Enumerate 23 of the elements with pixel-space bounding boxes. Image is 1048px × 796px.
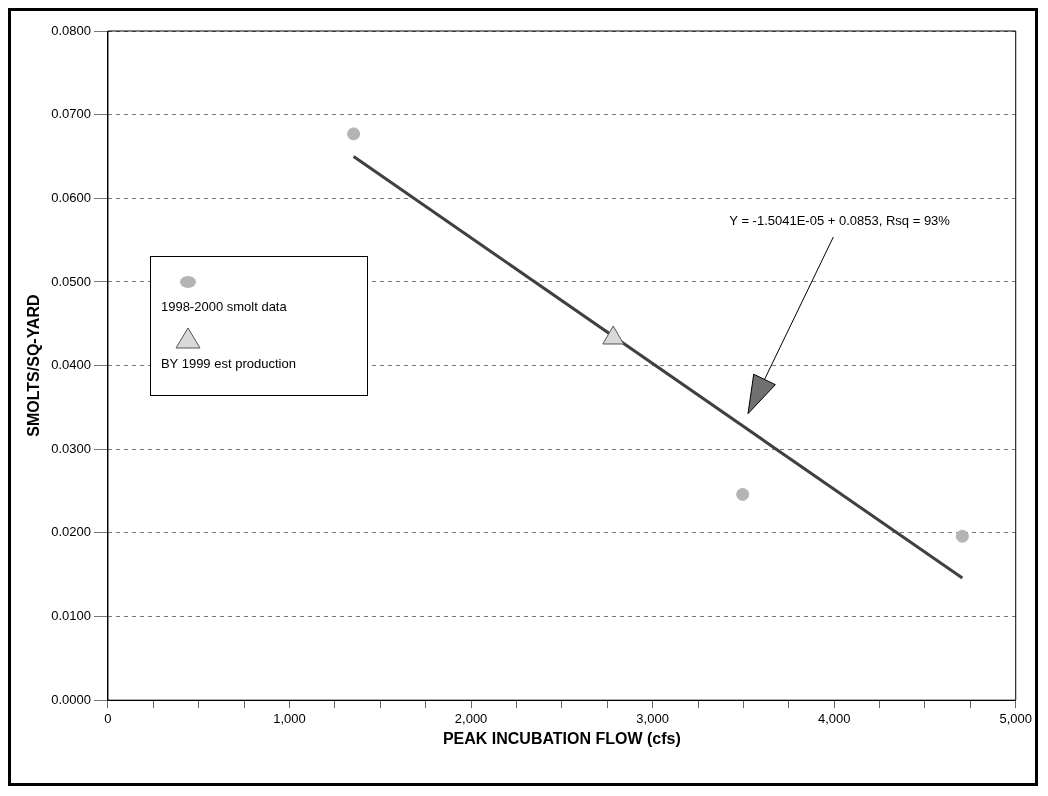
legend-label: BY 1999 est production bbox=[160, 356, 297, 371]
x-tick-label: 5,000 bbox=[999, 710, 1033, 726]
x-axis-title: PEAK INCUBATION FLOW (cfs) bbox=[442, 729, 681, 747]
y-tick-label: 0.0500 bbox=[51, 273, 91, 289]
point bbox=[736, 487, 750, 501]
y-axis-title: SMOLTS/SQ-YARD bbox=[25, 294, 43, 437]
x-tick-label: 3,000 bbox=[636, 710, 669, 726]
y-tick-label: 0.0800 bbox=[51, 22, 91, 38]
point bbox=[955, 529, 969, 543]
x-tick-label: 2,000 bbox=[454, 710, 488, 726]
y-tick-label: 0.0000 bbox=[51, 691, 91, 707]
annotation: Y = -1.5041E-05 + 0.0853, Rsq = 93% bbox=[729, 213, 951, 229]
y-tick-label: 0.0600 bbox=[51, 189, 91, 205]
y-tick-label: 0.0200 bbox=[51, 524, 91, 540]
x-tick-label: 1,000 bbox=[273, 710, 306, 726]
y-tick-label: 0.0400 bbox=[51, 357, 91, 373]
legend-label: 1998-2000 smolt data bbox=[160, 299, 288, 314]
y-tick-label: 0.0100 bbox=[51, 608, 91, 624]
x-tick-label: 4,000 bbox=[817, 710, 851, 726]
y-tick-label: 0.0300 bbox=[51, 440, 91, 456]
x-tick-label: 0 bbox=[104, 710, 112, 726]
y-tick-label: 0.0700 bbox=[51, 106, 91, 122]
point bbox=[347, 127, 361, 141]
